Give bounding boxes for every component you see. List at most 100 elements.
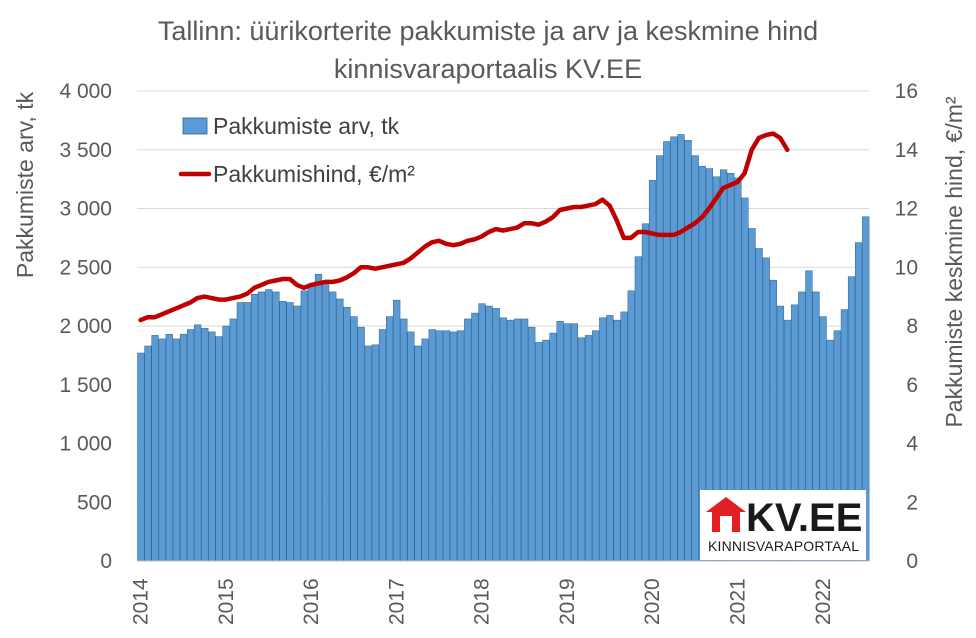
bar [663,141,671,562]
y-axis-left-ticks: 0 500 1 000 1 500 2 000 2 500 3 000 3 500 4 000 [59,80,112,573]
bar [393,299,401,562]
y-tick-right: 2 [906,491,918,514]
bar [648,180,657,562]
bar [528,326,536,562]
y-tick-right: 16 [895,80,918,103]
bar [442,330,451,562]
y-tick-left: 2 500 [59,256,112,279]
bar [634,256,642,562]
bar [435,330,443,562]
bar [208,331,216,562]
bar [329,291,337,562]
bar [286,302,294,562]
bar [556,321,564,562]
x-tick: 2018 [471,578,494,625]
bar [656,155,664,562]
bar [350,316,358,562]
bar [584,335,593,562]
chart-title: Tallinn: üürikorterite pakkumiste ja arv… [0,12,976,88]
y-tick-right: 8 [906,315,918,338]
bar [627,290,635,562]
bar [158,338,166,562]
bar [243,302,252,562]
bar [364,345,372,562]
bar [215,336,223,562]
x-tick: 2019 [556,578,579,625]
x-tick: 2021 [727,578,750,625]
y-tick-left: 4 000 [59,80,112,103]
legend-bar-swatch [182,117,208,135]
chart-title-line-2: kinnisvaraportaalis KV.EE [333,54,643,84]
chart-title-line-1: Tallinn: üürikorterite pakkumiste ja arv… [157,16,819,46]
bar [336,298,344,562]
kv-ee-logo[interactable]: KV.EE KINNISVARAPORTAAL [700,490,866,560]
house-icon [706,497,746,532]
bar [592,330,600,562]
bar [151,335,159,562]
bar [670,136,678,562]
bar [279,301,287,562]
bar [521,318,529,562]
y-tick-right: 0 [906,550,918,573]
x-tick: 2017 [385,578,408,625]
bar [137,352,145,562]
bar [179,333,188,562]
bar [542,339,550,562]
bar [236,302,244,562]
y-tick-left: 3 000 [59,198,112,221]
bar [300,290,308,562]
bar [613,319,621,562]
bar [428,329,436,562]
x-tick: 2016 [300,578,323,625]
bar [314,274,323,562]
bar [449,331,458,562]
y-tick-left: 500 [77,491,112,514]
bar [570,323,578,562]
y-tick-right: 12 [895,198,918,221]
bar [307,283,316,562]
y-tick-left: 2 000 [59,315,112,338]
bar [684,140,692,562]
bar [144,345,152,562]
bar [599,317,607,562]
price-line [138,131,790,323]
y-tick-right: 4 [906,433,918,456]
bar [194,324,202,562]
y-tick-left: 1 500 [59,374,112,397]
line-series [138,131,790,323]
bar [478,303,486,562]
bar [343,306,351,562]
bar [265,289,273,562]
bar [457,330,465,562]
bar [499,317,507,562]
bar [407,331,415,562]
x-axis-ticks: 2014 2015 2016 2017 2018 2019 2020 2021 2022 [130,578,835,625]
bar [421,338,429,562]
bar [400,318,408,562]
bar [272,291,280,562]
bar [414,345,422,562]
bar [293,305,301,562]
bar [172,338,180,562]
bar [222,325,230,562]
bar [641,223,650,562]
y-tick-right: 6 [906,374,918,397]
logo-main-text: KV.EE [746,496,862,540]
x-tick: 2022 [812,578,835,625]
bar [378,329,387,562]
bar [513,318,522,562]
bar [201,328,209,562]
y-axis-left-label: Pakkumiste arv, tk [12,91,38,278]
bar [186,329,195,562]
x-tick: 2015 [215,578,238,625]
bar [485,305,493,562]
y-axis-right-ticks: 0 2 4 6 8 10 12 14 16 [895,80,919,573]
legend: Pakkumiste arv, tk Pakkumishind, €/m² [178,113,415,187]
x-tick: 2020 [641,578,664,625]
bar [506,319,515,562]
y-tick-right: 14 [895,139,919,162]
bar [677,134,685,562]
bar [535,342,543,562]
y-tick-right: 10 [895,256,918,279]
